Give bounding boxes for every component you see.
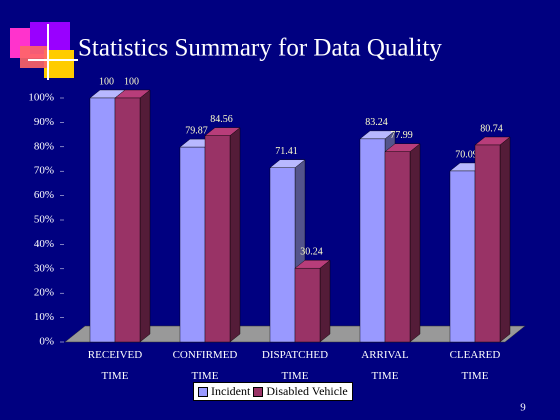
bar-front bbox=[294, 268, 321, 343]
x-tick-label: CONFIRMED TIME bbox=[172, 349, 238, 382]
value-label: 71.41 bbox=[275, 146, 298, 157]
value-label: 30.24 bbox=[300, 247, 323, 258]
legend-swatch bbox=[253, 386, 264, 397]
chart-title: Statistics Summary for Data Quality bbox=[78, 35, 442, 62]
value-label: 70.09 bbox=[455, 149, 478, 160]
x-tick-label: ARRIVAL TIME bbox=[361, 349, 409, 382]
value-label: 77.99 bbox=[390, 130, 413, 141]
bar-side bbox=[409, 143, 421, 343]
y-tick-label: 40% bbox=[34, 238, 54, 250]
y-tick-label: 30% bbox=[34, 262, 54, 274]
legend-swatch bbox=[198, 386, 208, 397]
y-tick-label: 80% bbox=[34, 140, 54, 152]
y-tick-label: 70% bbox=[34, 165, 54, 177]
value-label: 100 bbox=[124, 76, 139, 87]
bar-front bbox=[269, 167, 296, 343]
legend: Incident Disabled Vehicle bbox=[193, 382, 353, 401]
bar-front bbox=[204, 135, 231, 343]
value-label: 84.56 bbox=[210, 114, 233, 125]
x-tick-label: DISPATCHED TIME bbox=[261, 349, 329, 382]
y-tick-label: 20% bbox=[34, 287, 54, 299]
y-tick-label: 60% bbox=[34, 189, 54, 201]
bar-front bbox=[384, 151, 411, 343]
x-tick-label: CLEARED TIME bbox=[449, 349, 501, 382]
value-label: 100 bbox=[99, 76, 114, 87]
bar-side bbox=[499, 136, 511, 343]
bar-side bbox=[319, 259, 331, 343]
bar bbox=[269, 159, 306, 343]
bar-side bbox=[139, 89, 151, 343]
bar bbox=[384, 143, 421, 343]
value-label: 79.87 bbox=[185, 125, 208, 136]
bar-front bbox=[449, 170, 476, 343]
y-tick-label: 90% bbox=[34, 116, 54, 128]
logo bbox=[10, 22, 78, 80]
bar-side bbox=[229, 127, 241, 343]
y-tick-label: 0% bbox=[39, 336, 54, 348]
bar bbox=[474, 136, 511, 343]
bar bbox=[114, 89, 151, 343]
bar-front bbox=[179, 146, 206, 343]
value-label: 83.24 bbox=[365, 117, 388, 128]
bar-front bbox=[359, 138, 386, 343]
bar bbox=[204, 127, 241, 343]
legend-label: Incident bbox=[211, 384, 251, 398]
y-tick-label: 10% bbox=[34, 311, 54, 323]
y-tick-label: 50% bbox=[34, 214, 54, 226]
x-tick-label: RECEIVED TIME bbox=[87, 349, 143, 382]
bar-front bbox=[474, 144, 501, 343]
slide-number: 9 bbox=[520, 402, 526, 414]
value-label: 80.74 bbox=[480, 123, 503, 134]
bar-front bbox=[114, 97, 141, 343]
legend-label: Disabled Vehicle bbox=[266, 384, 348, 398]
y-tick-label: 100% bbox=[28, 92, 54, 104]
bar-front bbox=[89, 97, 116, 343]
bar bbox=[294, 259, 331, 343]
